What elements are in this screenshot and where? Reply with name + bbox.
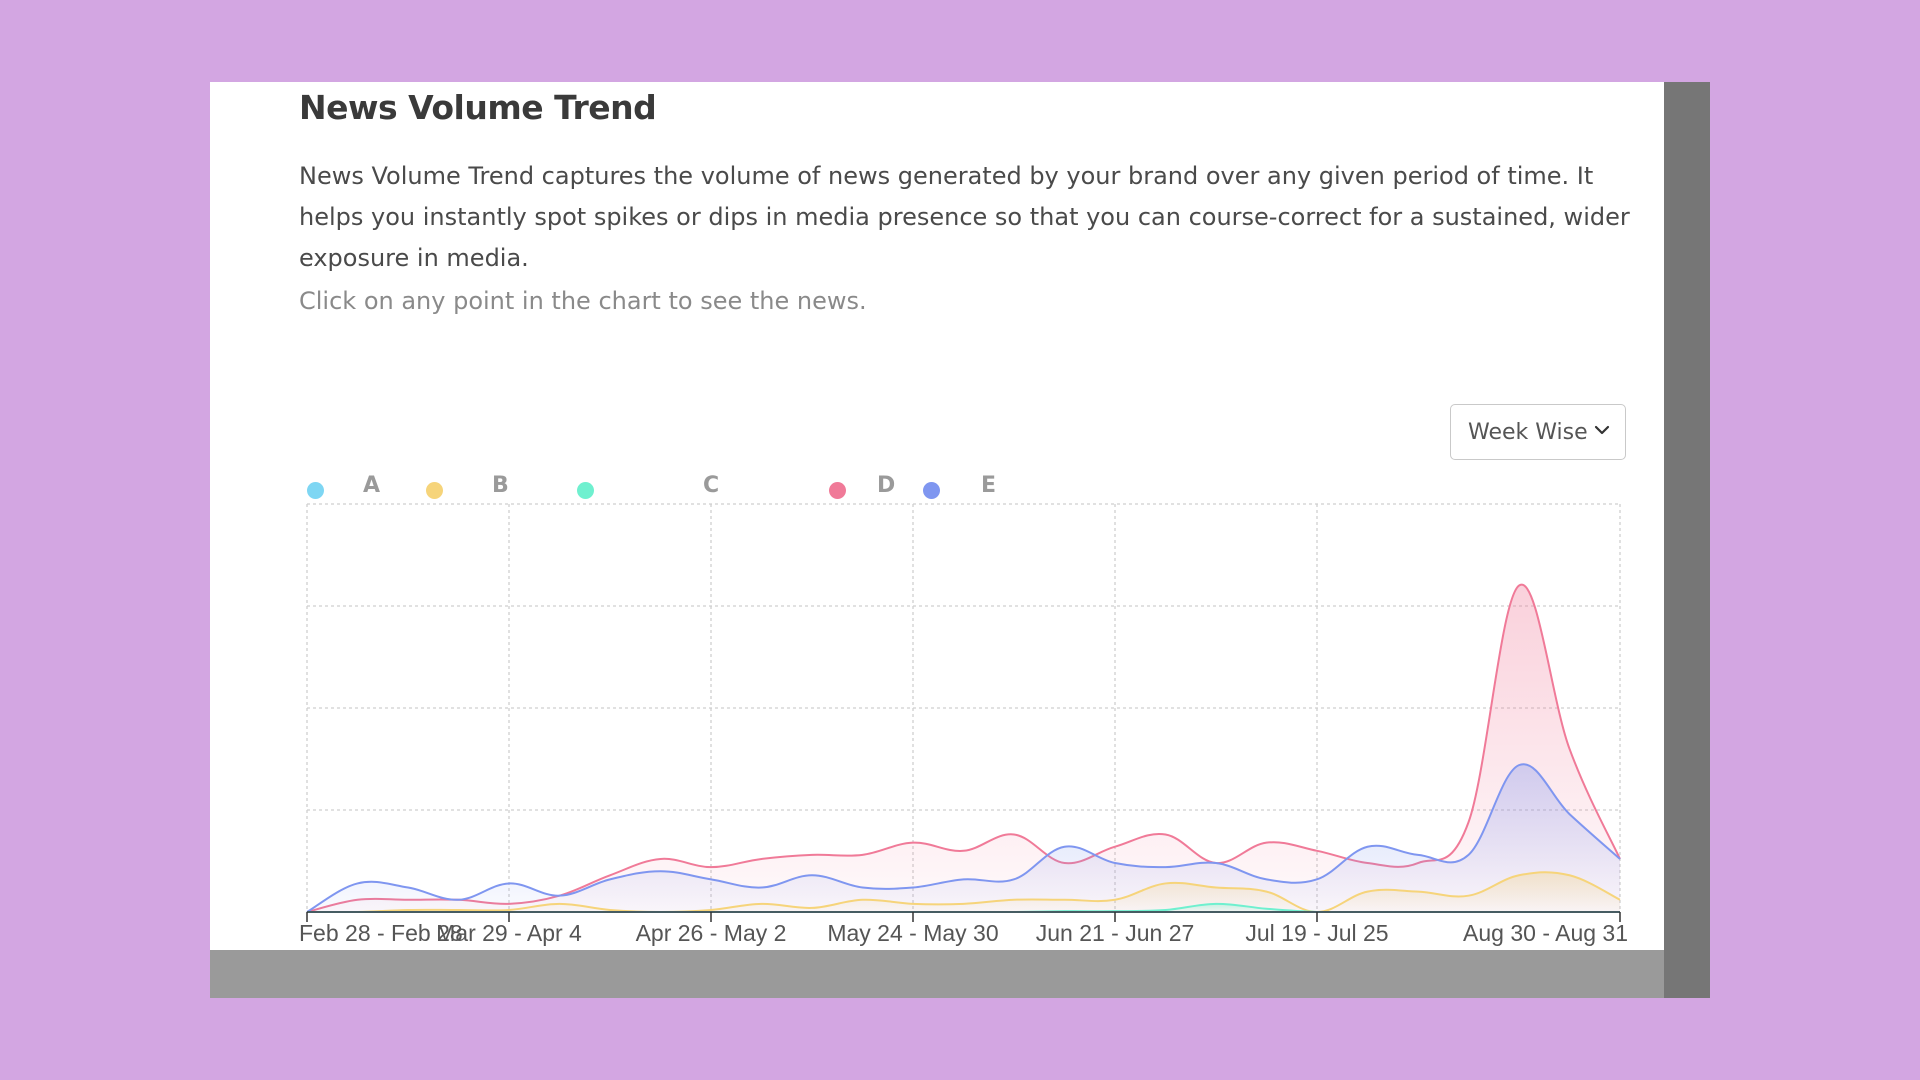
data-point-b [1617, 897, 1623, 903]
data-point-b [1567, 872, 1573, 878]
legend-label-c: C [703, 473, 720, 498]
data-point-b [860, 897, 866, 903]
legend-label-e: E [981, 473, 997, 498]
data-point-e [910, 885, 916, 891]
legend-dot-d [829, 482, 846, 499]
data-point-b [1163, 880, 1169, 886]
x-tick-label: Jun 21 - Jun 27 [1036, 920, 1195, 946]
data-point-e [1163, 864, 1169, 870]
data-point-e [506, 880, 512, 886]
data-point-e [1112, 860, 1118, 866]
data-point-e [355, 880, 361, 886]
data-point-e [1466, 852, 1472, 858]
data-point-b [1213, 885, 1219, 891]
data-point-d [860, 852, 866, 858]
chevron-down-icon [1594, 425, 1610, 435]
data-point-b [910, 901, 916, 907]
data-point-b [1466, 893, 1472, 899]
data-point-d [1011, 831, 1017, 837]
data-point-d [708, 864, 714, 870]
horizontal-scrollbar[interactable] [210, 950, 1664, 998]
data-point-d [910, 840, 916, 846]
data-point-d [1112, 844, 1118, 850]
data-point-b [1264, 889, 1270, 895]
data-point-d [1314, 848, 1320, 854]
x-tick-label: Aug 30 - Aug 31 [1463, 920, 1628, 946]
x-tick-label: Feb 28 - Feb 28 [299, 920, 463, 946]
data-point-e [1011, 876, 1017, 882]
data-point-c [1213, 901, 1219, 907]
page-title: News Volume Trend [299, 88, 657, 127]
granularity-select[interactable]: Week Wise [1450, 404, 1626, 460]
data-point-e [456, 897, 462, 903]
description-text: News Volume Trend captures the volume of… [299, 162, 1630, 272]
data-point-e [1567, 811, 1573, 817]
x-tick-label: May 24 - May 30 [827, 920, 998, 946]
data-point-e [1617, 856, 1623, 862]
data-point-d [1466, 819, 1472, 825]
data-point-e [961, 876, 967, 882]
series-line-e [306, 763, 1621, 913]
granularity-select-value: Week Wise [1468, 419, 1588, 445]
vertical-scrollbar[interactable] [1664, 82, 1710, 998]
data-point-e [658, 868, 664, 874]
series-area-e [307, 764, 1620, 912]
data-point-b [1112, 897, 1118, 903]
x-tick-label: Jul 19 - Jul 25 [1245, 920, 1388, 946]
data-point-e [809, 872, 815, 878]
data-point-d [1567, 746, 1573, 752]
data-point-b [1011, 897, 1017, 903]
data-point-d [759, 856, 765, 862]
data-point-e [405, 885, 411, 891]
data-point-e [557, 893, 563, 899]
data-point-e [607, 876, 613, 882]
data-point-b [1415, 889, 1421, 895]
data-point-d [1516, 583, 1522, 589]
data-point-b [759, 901, 765, 907]
data-point-d [1163, 831, 1169, 837]
legend-dot-e [923, 482, 940, 499]
x-tick-label: Mar 29 - Apr 4 [436, 920, 582, 946]
x-tick-label: Apr 26 - May 2 [636, 920, 787, 946]
data-point-d [1264, 840, 1270, 846]
data-point-e [860, 885, 866, 891]
data-point-e [1062, 844, 1068, 850]
data-point-b [1516, 872, 1522, 878]
series-line-b [307, 871, 1621, 913]
data-point-e [1314, 876, 1320, 882]
hint-text: Click on any point in the chart to see t… [299, 287, 867, 315]
legend-label-a: A [363, 473, 381, 498]
data-point-e [708, 876, 714, 882]
data-point-b [557, 901, 563, 907]
data-point-d [809, 852, 815, 858]
data-point-b [1365, 889, 1371, 895]
legend-label-d: D [877, 473, 896, 498]
data-point-e [1213, 860, 1219, 866]
legend-dot-c [577, 482, 594, 499]
data-point-b [1062, 897, 1068, 903]
data-point-b [961, 901, 967, 907]
data-point-e [759, 885, 765, 891]
legend-dot-a [307, 482, 324, 499]
legend-dot-b [426, 482, 443, 499]
chart-card [210, 82, 1664, 950]
data-point-e [1516, 762, 1522, 768]
data-point-e [1365, 844, 1371, 850]
legend-label-b: B [492, 473, 509, 498]
data-point-e [1264, 876, 1270, 882]
data-point-d [961, 848, 967, 854]
data-point-e [1415, 852, 1421, 858]
data-point-d [658, 856, 664, 862]
